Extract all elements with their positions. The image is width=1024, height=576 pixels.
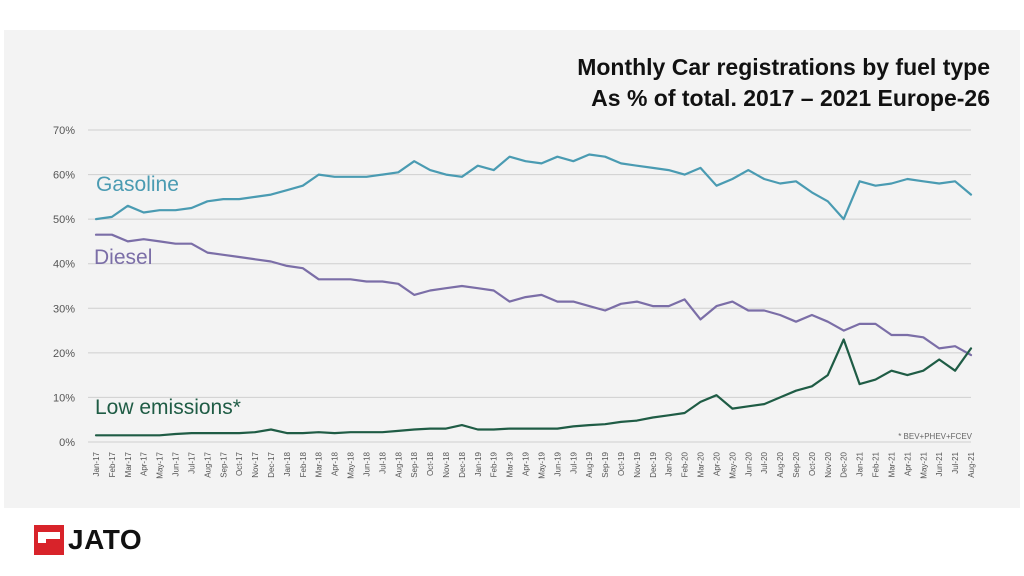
y-tick-label: 0%	[59, 437, 75, 449]
y-tick-label: 70%	[53, 125, 75, 137]
grid-layer	[88, 129, 971, 443]
x-tick-label: Aug-21	[967, 451, 976, 477]
x-axis-ticks: Jan-17 Feb-17 Mar-17 Apr-17 May-17 Jun-17 Jul-…	[92, 451, 976, 478]
x-tick-label: Jul-21	[951, 451, 960, 473]
series-line-2	[94, 233, 973, 357]
x-tick-label: Jul-19	[569, 451, 578, 473]
x-tick-label: Dec-18	[458, 451, 467, 477]
series-label-1: Gasoline	[96, 173, 179, 196]
x-tick-label: Feb-21	[872, 451, 881, 477]
jato-logo-icon	[34, 525, 64, 555]
x-tick-label: Oct-18	[426, 451, 435, 476]
x-tick-label: Nov-18	[442, 451, 451, 477]
x-tick-label: Nov-19	[633, 451, 642, 477]
x-tick-label: Mar-21	[887, 451, 896, 477]
series-label-3: Low emissions*	[95, 396, 241, 419]
x-tick-label: Nov-20	[824, 451, 833, 477]
y-tick-label: 30%	[53, 303, 75, 315]
jato-logo: JATO	[34, 524, 142, 556]
footnote: * BEV+PHEV+FCEV	[898, 432, 972, 441]
x-tick-label: Oct-20	[808, 451, 817, 476]
x-tick-label: Apr-20	[712, 451, 721, 476]
x-tick-label: Feb-20	[681, 451, 690, 477]
x-tick-label: May-19	[537, 451, 546, 478]
x-tick-label: Aug-19	[585, 451, 594, 477]
x-tick-label: Jan-19	[474, 451, 483, 476]
chart-title: Monthly Car registrations by fuel type A…	[577, 52, 990, 114]
y-tick-label: 10%	[53, 392, 75, 404]
x-tick-label: Sep-18	[410, 451, 419, 477]
series-line-3	[94, 338, 973, 437]
x-tick-label: Mar-18	[315, 451, 324, 477]
x-tick-label: Apr-21	[903, 451, 912, 476]
x-tick-label: Jan-20	[665, 451, 674, 476]
x-tick-label: Aug-17	[203, 451, 212, 477]
y-axis-ticks: 0% 10% 20% 30% 40% 50% 60% 70%	[53, 125, 75, 449]
x-tick-label: Jun-19	[553, 451, 562, 476]
jato-logo-text: JATO	[68, 524, 143, 555]
y-tick-label: 50%	[53, 214, 75, 226]
x-tick-label: Feb-19	[490, 451, 499, 477]
x-tick-label: Jul-20	[760, 451, 769, 473]
x-tick-label: Jan-17	[92, 451, 101, 476]
x-tick-label: May-21	[919, 451, 928, 478]
x-tick-label: Apr-17	[140, 451, 149, 476]
y-tick-label: 40%	[53, 259, 75, 271]
x-tick-label: Apr-19	[522, 451, 531, 476]
x-tick-label: Nov-17	[251, 451, 260, 477]
chart-title-line2: As % of total. 2017 – 2021 Europe-26	[591, 85, 990, 111]
x-tick-label: Jan-21	[856, 451, 865, 476]
x-tick-label: Sep-17	[219, 451, 228, 477]
x-tick-label: Jun-18	[362, 451, 371, 476]
x-tick-label: Apr-18	[331, 451, 340, 476]
x-tick-label: Mar-17	[124, 451, 133, 477]
x-tick-label: Sep-19	[601, 451, 610, 477]
x-tick-label: Jun-20	[744, 451, 753, 476]
x-tick-label: Aug-18	[394, 451, 403, 477]
x-tick-label: Jul-17	[187, 451, 196, 473]
y-tick-label: 60%	[53, 170, 75, 182]
x-tick-label: Dec-19	[649, 451, 658, 477]
x-tick-label: Dec-20	[840, 451, 849, 477]
x-tick-label: Jul-18	[378, 451, 387, 473]
x-tick-label: Jun-21	[935, 451, 944, 476]
series-label-2: Diesel	[94, 246, 152, 269]
x-tick-label: Sep-20	[792, 451, 801, 477]
x-tick-label: Aug-20	[776, 451, 785, 477]
series-line-1	[94, 153, 973, 221]
x-tick-label: Jan-18	[283, 451, 292, 476]
x-tick-label: May-20	[728, 451, 737, 478]
x-tick-label: May-18	[347, 451, 356, 478]
x-tick-label: Mar-19	[506, 451, 515, 477]
x-tick-label: May-17	[156, 451, 165, 478]
x-tick-label: Feb-18	[299, 451, 308, 477]
series-labels: Gasoline Diesel Low emissions*	[94, 173, 241, 419]
x-tick-label: Dec-17	[267, 451, 276, 477]
x-tick-label: Oct-17	[235, 451, 244, 476]
x-tick-label: Oct-19	[617, 451, 626, 476]
x-tick-label: Jun-17	[172, 451, 181, 476]
series-layer	[94, 153, 973, 437]
x-tick-label: Mar-20	[697, 451, 706, 477]
x-tick-label: Feb-17	[108, 451, 117, 477]
y-tick-label: 20%	[53, 348, 75, 360]
chart-title-line1: Monthly Car registrations by fuel type	[577, 54, 990, 80]
